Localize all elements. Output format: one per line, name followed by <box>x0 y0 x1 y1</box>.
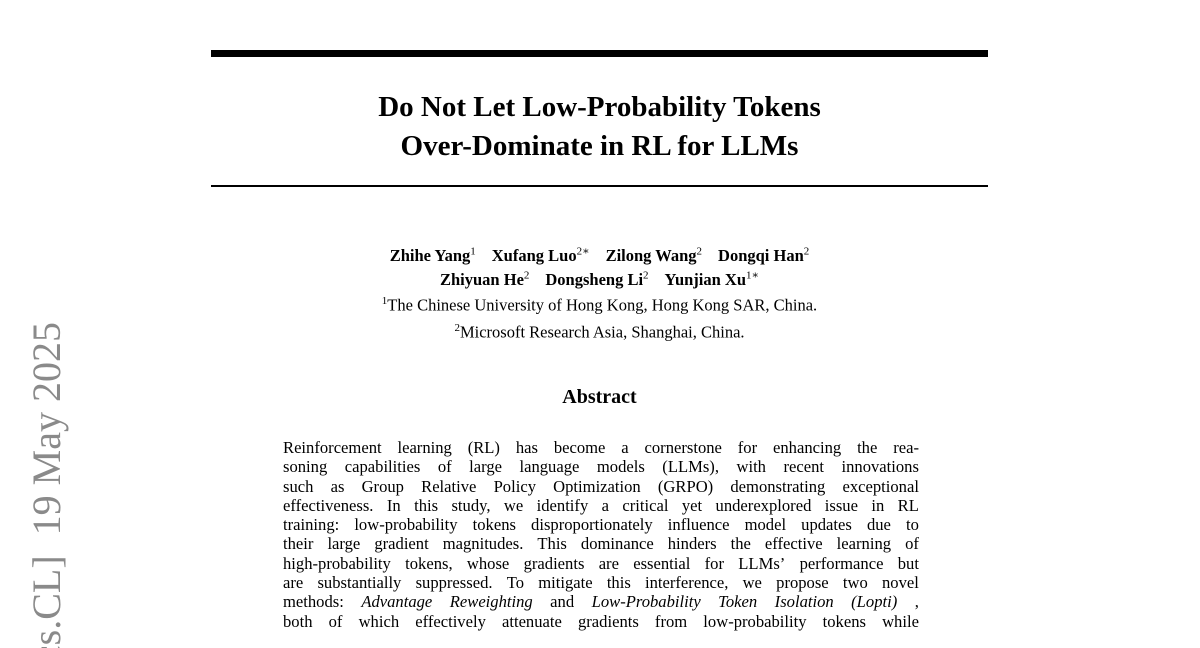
affiliation-text: The Chinese University of Hong Kong, Hon… <box>387 295 818 315</box>
author-sup: 2 <box>643 269 649 282</box>
affiliation-sup: 1 <box>381 295 388 307</box>
author-sup: 2∗ <box>576 245 590 257</box>
abstract-line: their large gradient magnitudes. This dominan… <box>283 534 919 554</box>
abstract-heading: Abstract <box>562 386 637 408</box>
paper-title: Do Not Let Low-Probability Tokens Over-D… <box>211 88 988 166</box>
author: Xufang Luo2∗ <box>491 245 590 265</box>
abstract-line: soning capabilities of large language models(… <box>283 457 919 477</box>
abstract-body: Reinforcement learning (RL) has become a corne… <box>283 438 919 631</box>
abstract-line: high-probability tokens, whose gradients are… <box>283 553 919 573</box>
title-rule <box>211 185 988 187</box>
affiliation-text: Microsoft Research Asia, Shanghai, China… <box>459 322 745 341</box>
author-name: Zhiyuan He <box>439 270 524 289</box>
top-rule <box>211 50 988 57</box>
abstract-line: effectiveness. In this study, we identify a cri… <box>283 495 919 515</box>
authors-row-1: Zhihe Yang1 Xufang Luo2∗ Zilong Wang2 Dongq… <box>211 241 988 266</box>
author-name: Dongqi Han <box>718 245 804 265</box>
affiliation-sup: 2 <box>454 321 460 334</box>
abstract-line: methods: Advantage Reweighting and Low-Proba… <box>283 592 919 612</box>
author-sup: 2 <box>523 269 530 282</box>
author-sup: 1∗ <box>746 269 760 282</box>
arxiv-stamp-text: [cs.CL] 19 May 2025 <box>24 322 69 648</box>
author: Zhiyuan He2 <box>439 269 530 290</box>
author: Dongsheng Li2 <box>545 269 649 290</box>
abstract-line: both of which effectively attenuate gradients… <box>283 611 919 631</box>
authors-row-2: Zhiyuan He2 Dongsheng Li2 Yunjian Xu1∗ <box>211 266 988 291</box>
author-name: Yunjian Xu <box>664 270 747 289</box>
title-line-1: Do Not Let Low-Probability Tokens <box>378 91 821 123</box>
abstract-line: such as Group Relative Policy Optimization (GR… <box>283 476 919 496</box>
author-name: Zhihe Yang <box>389 245 471 265</box>
author-sup: 2 <box>803 245 810 257</box>
author: Zhihe Yang1 <box>389 245 476 265</box>
author: Dongqi Han2 <box>718 245 810 265</box>
author-sup: 2 <box>696 245 703 257</box>
author-block: Zhihe Yang1 Xufang Luo2∗ Zilong Wang2 Dongq… <box>211 241 988 343</box>
author-name: Xufang Luo <box>491 245 577 265</box>
title-line-2: Over-Dominate in RL for LLMs <box>400 130 799 162</box>
author-name: Zilong Wang <box>605 245 697 265</box>
abstract-line: Reinforcement learning (RL) has become a corne… <box>283 438 919 457</box>
affiliation-2: 2Microsoft Research Asia, Shanghai, Chin… <box>211 317 988 344</box>
arxiv-stamp: [cs.CL] 19 May 2025 <box>0 0 100 648</box>
affiliation-1: 1The Chinese University of Hong Kong, Ho… <box>211 290 988 317</box>
author: Yunjian Xu1∗ <box>664 269 760 290</box>
abstract-line: training: low-probability tokens disproport… <box>283 515 919 535</box>
author-name: Dongsheng Li <box>545 270 644 289</box>
abstract-line: are substantially suppressed. To mitigate thi… <box>283 573 919 593</box>
author-sup: 1 <box>470 245 476 257</box>
author: Zilong Wang2 <box>605 245 703 265</box>
